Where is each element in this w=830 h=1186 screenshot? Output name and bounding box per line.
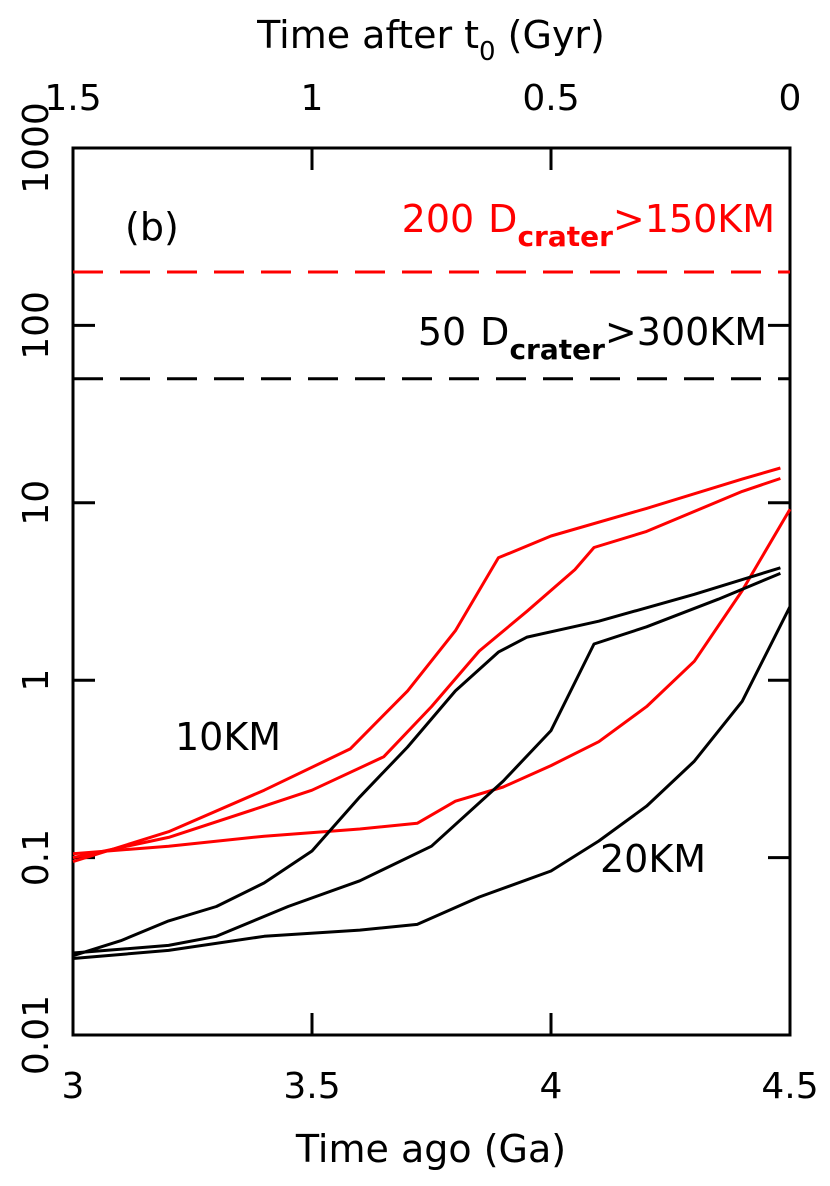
annotation: 10KM [175, 715, 281, 759]
x2-label-sub: 0 [479, 37, 496, 67]
x2-tick-label: 1 [301, 78, 324, 119]
series-line [72, 477, 781, 860]
x-axis-label: Time ago (Ga) [295, 1127, 566, 1171]
reference-sub: crater [509, 333, 605, 366]
reference-sub: crater [517, 220, 613, 253]
x-tick-label: 3 [62, 1066, 85, 1107]
y-tick-label: 100 [16, 291, 57, 360]
y-tick-label: 1000 [16, 102, 57, 194]
y-tick-label: 0.01 [16, 995, 57, 1075]
series-line [72, 572, 781, 955]
series-line [72, 566, 781, 958]
x-tick-label: 4 [540, 1066, 563, 1107]
reference-symbol: D [488, 197, 517, 241]
x-tick-label: 4.5 [761, 1066, 818, 1107]
x2-tick-label: 0 [779, 78, 802, 119]
reference-count: 200 [402, 197, 475, 241]
reference-label: 50 Dcrater>300KM [418, 310, 767, 366]
x2-label-rest: (Gyr) [496, 13, 605, 57]
x2-axis-label: Time after t0 (Gyr) [256, 13, 605, 67]
x2-tick-label: 1.5 [44, 78, 101, 119]
plot-frame [71, 146, 792, 1037]
x2-tick-label: 0.5 [522, 78, 579, 119]
reference-condition: >150KM [613, 197, 775, 241]
x-tick-label: 3.5 [283, 1066, 340, 1107]
reference-symbol: D [480, 310, 509, 354]
series-line [72, 508, 792, 856]
y-tick-label: 1 [16, 669, 57, 692]
y-tick-label: 10 [16, 480, 57, 526]
reference-label: 200 Dcrater>150KM [402, 197, 775, 253]
reference-condition: >300KM [605, 310, 767, 354]
x2-label-main: Time after t [256, 13, 479, 57]
annotation: 20KM [600, 837, 706, 881]
series-line [72, 466, 781, 864]
annotation: (b) [125, 205, 179, 249]
y-tick-label: 0.1 [16, 829, 57, 886]
reference-count: 50 [418, 310, 466, 354]
series-line [72, 605, 792, 960]
